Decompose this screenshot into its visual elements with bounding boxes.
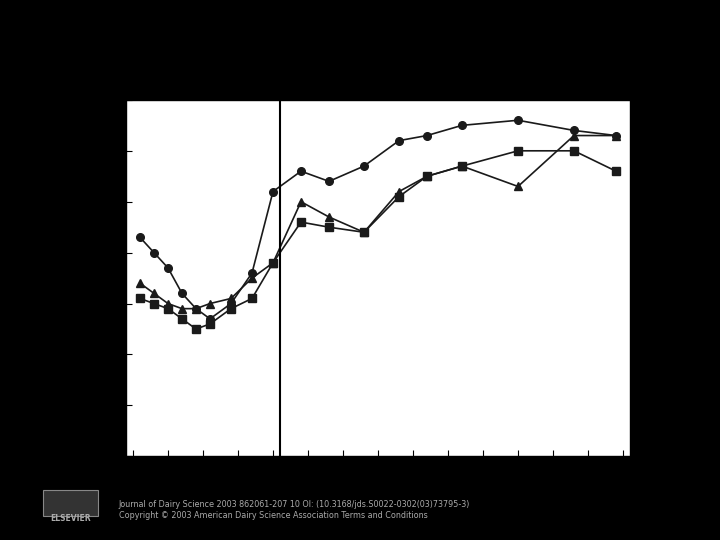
X-axis label: Days Postpartum: Days Postpartum — [305, 483, 451, 497]
FancyBboxPatch shape — [42, 490, 98, 516]
Text: Figure 7: Figure 7 — [332, 30, 388, 44]
Text: ELSEVIER: ELSEVIER — [50, 514, 91, 523]
Text: Journal of Dairy Science 2003 862061-207 10 OI: (10.3168/jds.S0022-0302(03)73795: Journal of Dairy Science 2003 862061-207… — [119, 501, 470, 509]
Text: Copyright © 2003 American Dairy Science Association Terms and Conditions: Copyright © 2003 American Dairy Science … — [119, 511, 428, 520]
Y-axis label: Serum IGF-1 (ng/ml): Serum IGF-1 (ng/ml) — [86, 199, 101, 357]
